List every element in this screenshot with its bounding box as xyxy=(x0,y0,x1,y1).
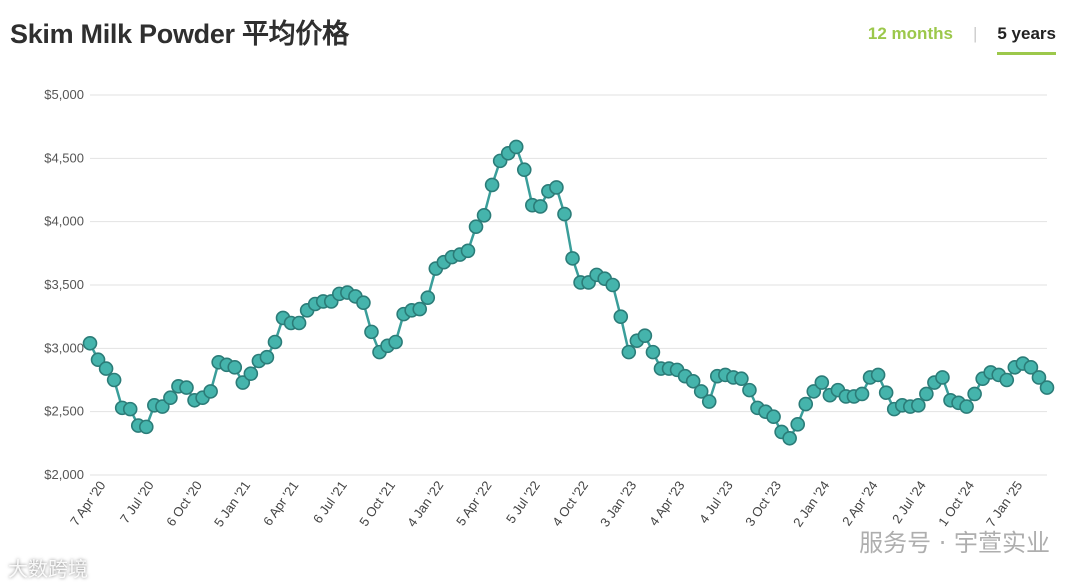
data-point[interactable] xyxy=(766,409,781,425)
data-point[interactable] xyxy=(605,277,621,293)
x-tick-label: 7 Jul '20 xyxy=(117,478,157,526)
tab-5-years[interactable]: 5 years xyxy=(997,22,1056,55)
x-tick-label: 4 Jan '22 xyxy=(404,478,446,529)
data-point[interactable] xyxy=(291,315,307,331)
data-point[interactable] xyxy=(516,162,532,178)
data-point[interactable] xyxy=(854,386,870,402)
data-point[interactable] xyxy=(1031,370,1047,385)
data-point[interactable] xyxy=(637,328,653,343)
x-tick-label: 4 Jul '23 xyxy=(696,478,736,526)
data-point[interactable] xyxy=(484,177,500,193)
y-tick-label: $3,500 xyxy=(44,277,84,292)
data-point[interactable] xyxy=(645,344,661,360)
x-tick-label: 6 Apr '21 xyxy=(260,478,301,528)
x-tick-label: 2 Apr '24 xyxy=(839,478,880,528)
y-tick-label: $3,000 xyxy=(44,340,84,355)
data-point[interactable] xyxy=(533,199,548,214)
data-point[interactable] xyxy=(790,417,805,432)
x-tick-label: 7 Apr '20 xyxy=(67,478,108,528)
data-point[interactable] xyxy=(999,372,1015,388)
x-tick-label: 6 Jul '21 xyxy=(310,478,350,526)
data-point[interactable] xyxy=(163,390,178,406)
y-tick-label: $2,000 xyxy=(44,467,84,482)
data-point[interactable] xyxy=(935,370,950,385)
data-point[interactable] xyxy=(364,324,379,340)
data-point[interactable] xyxy=(1039,380,1055,395)
data-point[interactable] xyxy=(356,295,371,311)
data-point[interactable] xyxy=(878,385,894,400)
data-point[interactable] xyxy=(782,430,797,446)
x-tick-label: 5 Apr '22 xyxy=(453,478,494,528)
data-point[interactable] xyxy=(138,419,154,435)
range-tabs: 12 months | 5 years xyxy=(868,22,1056,56)
data-point[interactable] xyxy=(919,386,934,402)
data-point[interactable] xyxy=(420,290,436,305)
series-line xyxy=(88,144,1048,441)
watermark-right: 服务号 · 宇萱实业 xyxy=(859,529,1050,557)
data-point[interactable] xyxy=(549,180,564,195)
data-point[interactable] xyxy=(82,335,98,351)
data-point[interactable] xyxy=(98,361,114,376)
data-point[interactable] xyxy=(412,301,428,317)
data-point[interactable] xyxy=(235,375,251,390)
data-point[interactable] xyxy=(565,251,580,266)
data-point[interactable] xyxy=(959,399,974,414)
x-tick-label: 2 Jul '24 xyxy=(889,478,929,526)
data-point[interactable] xyxy=(460,243,476,259)
x-tick-label: 6 Oct '20 xyxy=(163,478,205,529)
data-point[interactable] xyxy=(814,375,830,390)
data-point[interactable] xyxy=(122,401,138,417)
y-tick-label: $5,000 xyxy=(44,87,84,102)
data-point[interactable] xyxy=(106,372,122,388)
x-tick-label: 2 Jan '24 xyxy=(790,478,832,529)
x-tick-label: 5 Oct '21 xyxy=(356,478,398,529)
tab-separator: | xyxy=(972,24,978,43)
data-point[interactable] xyxy=(508,139,524,155)
x-tick-label: 5 Jan '21 xyxy=(211,478,253,529)
data-point[interactable] xyxy=(806,384,822,399)
data-point[interactable] xyxy=(1023,360,1039,375)
x-axis-ticks: 7 Apr '20 7 Jul '20 6 Oct '20 5 Jan '21 6 Ap… xyxy=(67,478,1025,529)
y-tick-label: $2,500 xyxy=(44,404,84,419)
data-point[interactable] xyxy=(742,382,757,398)
x-tick-label: 3 Oct '23 xyxy=(742,478,784,529)
data-point[interactable] xyxy=(179,380,194,395)
y-tick-label: $4,500 xyxy=(44,150,84,165)
data-point[interactable] xyxy=(267,334,283,350)
data-point[interactable] xyxy=(476,208,492,223)
data-point[interactable] xyxy=(613,309,629,324)
data-point[interactable] xyxy=(557,206,572,222)
data-point[interactable] xyxy=(701,394,717,409)
data-point[interactable] xyxy=(227,360,243,375)
y-axis-ticks: $2,000 $2,500 $3,000 $3,500 $4,000 $4,500 $5,0… xyxy=(44,87,84,482)
watermark-left: 大数跨境 xyxy=(8,557,88,581)
x-tick-label: 4 Apr '23 xyxy=(646,478,687,528)
data-points xyxy=(82,139,1055,446)
data-point[interactable] xyxy=(621,344,637,360)
data-point[interactable] xyxy=(259,349,275,365)
x-tick-label: 7 Jan '25 xyxy=(983,478,1025,529)
data-point[interactable] xyxy=(468,219,484,235)
data-point[interactable] xyxy=(90,352,106,368)
data-point[interactable] xyxy=(967,386,982,402)
x-tick-label: 3 Jan '23 xyxy=(597,478,639,529)
data-point[interactable] xyxy=(911,398,926,413)
data-point[interactable] xyxy=(685,373,701,389)
data-point[interactable] xyxy=(155,399,170,414)
x-tick-label: 4 Oct '22 xyxy=(549,478,591,529)
x-tick-label: 1 Oct '24 xyxy=(935,478,977,529)
y-tick-label: $4,000 xyxy=(44,214,84,229)
x-tick-label: 5 Jul '22 xyxy=(503,478,543,526)
grid-lines xyxy=(90,94,1047,476)
page-title: Skim Milk Powder 平均价格 xyxy=(10,19,349,49)
data-point[interactable] xyxy=(388,334,403,350)
tab-12-months[interactable]: 12 months xyxy=(867,24,953,43)
data-point[interactable] xyxy=(734,371,749,387)
data-point[interactable] xyxy=(693,384,709,399)
data-point[interactable] xyxy=(870,367,886,383)
data-point[interactable] xyxy=(243,366,259,381)
data-point[interactable] xyxy=(798,396,814,412)
data-point[interactable] xyxy=(203,384,218,399)
